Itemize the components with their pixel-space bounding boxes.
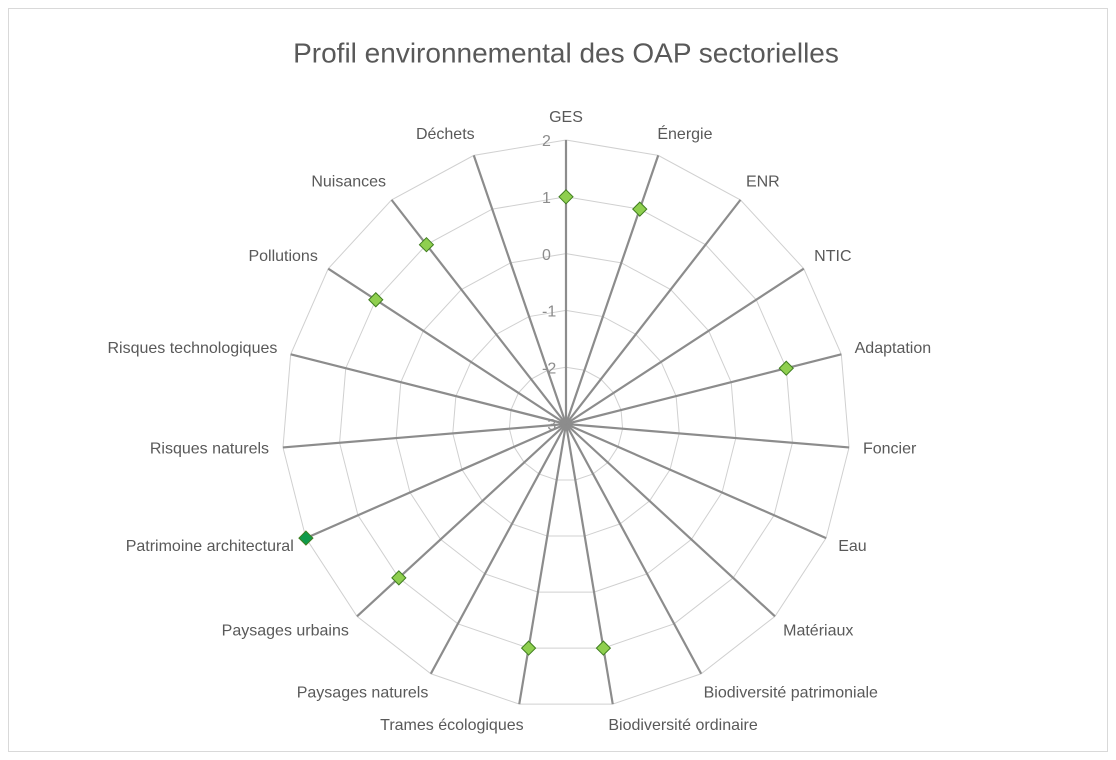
chart-frame — [8, 8, 1108, 752]
category-label: NTIC — [814, 248, 851, 265]
chart-title: Profil environnemental des OAP sectoriel… — [293, 37, 839, 68]
category-label: Risques naturels — [150, 440, 269, 457]
y-tick-label: -2 — [542, 360, 556, 377]
spoke — [564, 423, 614, 705]
spoke — [565, 353, 842, 426]
spoke — [282, 422, 567, 449]
y-tick-label: 0 — [542, 247, 551, 264]
spoke — [390, 199, 567, 425]
y-tick-label: 2 — [542, 133, 551, 150]
data-point — [778, 360, 794, 376]
data-point — [520, 640, 537, 656]
category-label: Paysages urbains — [222, 622, 349, 639]
category-label: Pollutions — [248, 248, 317, 265]
spoke — [565, 422, 850, 449]
data-point — [418, 237, 435, 253]
grid-ring — [508, 366, 624, 481]
category-label: Biodiversité ordinaire — [608, 717, 758, 734]
data-point — [632, 201, 648, 217]
data-point — [368, 292, 384, 308]
grid-ring — [282, 139, 850, 705]
spoke — [565, 423, 776, 618]
category-label: Matériaux — [783, 622, 853, 639]
category-label: Risques technologiques — [107, 340, 277, 357]
spoke — [564, 155, 660, 425]
category-label: Trames écologiques — [380, 717, 523, 734]
grid-ring — [452, 309, 680, 537]
category-label: Nuisances — [311, 174, 386, 191]
y-tick-label: 1 — [542, 190, 551, 207]
y-tick-label: -3 — [542, 417, 556, 434]
spoke — [565, 423, 703, 675]
spoke — [472, 155, 568, 425]
spoke — [327, 267, 567, 425]
spoke — [429, 423, 567, 675]
spoke — [565, 422, 827, 540]
category-label: Foncier — [863, 440, 917, 457]
spoke — [290, 353, 567, 426]
data-point — [558, 189, 574, 205]
category-label: Biodiversité patrimoniale — [704, 684, 878, 701]
category-label: Adaptation — [855, 340, 932, 357]
spoke — [518, 423, 568, 705]
data-point — [391, 570, 407, 586]
category-label: Déchets — [416, 126, 475, 143]
grid-ring — [339, 196, 793, 649]
data-point — [298, 530, 314, 546]
spoke — [565, 199, 742, 425]
category-label: Paysages naturels — [297, 684, 429, 701]
spoke — [305, 422, 567, 540]
category-label: ENR — [746, 174, 780, 191]
y-tick-label: -1 — [542, 304, 556, 321]
spoke — [356, 423, 567, 618]
category-label: Eau — [838, 538, 866, 555]
category-label: GES — [549, 109, 583, 126]
category-label: Énergie — [657, 124, 712, 143]
data-point — [595, 640, 612, 656]
grid-ring — [395, 253, 737, 593]
category-label: Patrimoine architectural — [126, 538, 294, 555]
spoke — [565, 267, 805, 425]
